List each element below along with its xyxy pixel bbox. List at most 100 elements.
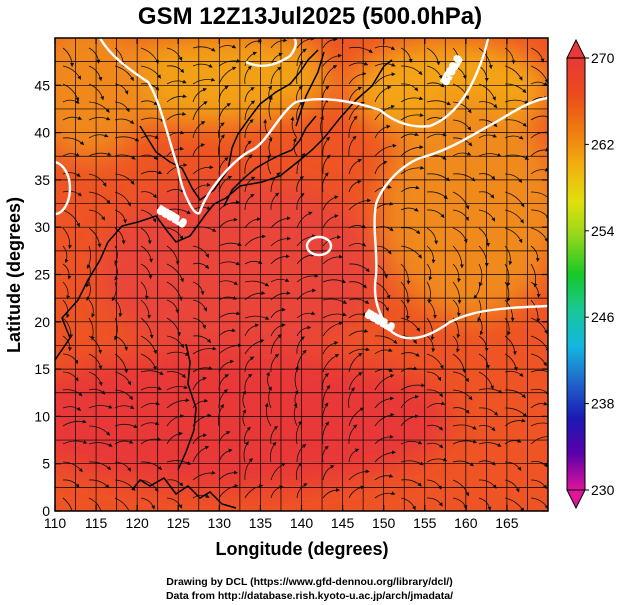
streamline — [426, 424, 444, 431]
streamline — [140, 353, 157, 371]
streamline — [192, 63, 213, 68]
streamline — [166, 299, 180, 314]
streamline — [296, 176, 304, 193]
streamline — [426, 479, 442, 490]
streamline — [244, 426, 251, 445]
streamline — [114, 245, 119, 265]
streamline — [348, 387, 355, 409]
streamline — [268, 386, 272, 409]
streamline — [426, 353, 444, 370]
streamline — [270, 353, 280, 373]
streamline — [322, 254, 343, 265]
streamline — [270, 334, 282, 355]
streamline — [374, 412, 395, 427]
streamline — [322, 85, 330, 103]
contour-5850 — [98, 38, 490, 215]
streamline — [140, 191, 157, 199]
streamline — [166, 371, 186, 378]
streamline — [192, 317, 207, 330]
y-tick-label: 40 — [34, 125, 50, 141]
streamline — [400, 47, 413, 64]
streamline — [62, 299, 70, 319]
streamline — [296, 153, 306, 175]
streamline — [530, 227, 548, 243]
streamline — [140, 135, 159, 139]
streamline — [400, 132, 419, 139]
streamline — [88, 83, 105, 101]
streamline — [452, 281, 462, 305]
streamline — [62, 317, 74, 339]
streamline — [242, 409, 247, 427]
streamline — [62, 227, 72, 249]
streamline — [374, 281, 391, 300]
colorbar-tick-label: 262 — [591, 136, 615, 152]
colorbar-ticks: 230 238 246 254 262 270 — [585, 50, 615, 498]
streamline — [62, 263, 72, 280]
streamline — [426, 371, 442, 382]
streamline — [242, 390, 246, 409]
streamline — [270, 192, 280, 211]
streamline — [218, 328, 236, 337]
streamline — [348, 407, 365, 427]
streamline — [400, 383, 426, 391]
streamline — [62, 406, 82, 411]
streamline — [348, 298, 370, 305]
streamline — [114, 317, 118, 341]
streamline — [192, 262, 210, 269]
streamline — [62, 83, 80, 102]
x-tick-label: 115 — [85, 515, 108, 531]
streamline — [478, 227, 491, 247]
x-tick-label: 165 — [495, 515, 519, 531]
streamline — [270, 38, 288, 49]
streamline — [426, 100, 451, 106]
y-tick-label: 25 — [34, 267, 50, 283]
streamline — [452, 263, 462, 283]
streamline — [192, 398, 209, 409]
streamline — [62, 209, 81, 228]
streamline — [218, 242, 242, 247]
streamline — [62, 389, 83, 397]
streamline — [218, 44, 237, 49]
streamline — [478, 317, 484, 336]
streamline — [322, 445, 329, 463]
streamline — [504, 438, 522, 445]
streamline — [244, 234, 266, 247]
streamline — [374, 184, 392, 193]
streamline — [374, 396, 395, 409]
streamline — [88, 335, 103, 355]
streamline — [348, 102, 365, 121]
streamline — [322, 38, 338, 49]
streamline — [218, 280, 238, 286]
streamline — [504, 317, 512, 336]
colorbar-tick-label: 270 — [591, 50, 615, 66]
streamline — [530, 191, 548, 201]
streamline — [348, 263, 370, 273]
streamline — [268, 137, 273, 157]
y-tick-label: 20 — [34, 314, 50, 330]
streamline — [452, 460, 474, 467]
streamline — [88, 497, 104, 511]
streamline — [374, 62, 396, 67]
streamline — [270, 172, 281, 193]
contour-5850-east — [373, 96, 548, 340]
streamline — [88, 116, 111, 121]
streamline — [244, 291, 266, 301]
streamline — [478, 191, 495, 199]
streamline — [192, 470, 216, 481]
streamline — [348, 135, 357, 157]
streamline — [530, 401, 548, 409]
streamline — [62, 371, 79, 382]
streamline — [270, 66, 282, 85]
streamline — [140, 370, 164, 375]
streamline — [348, 448, 360, 463]
streamline — [374, 374, 395, 391]
streamline — [192, 87, 208, 103]
streamline — [374, 45, 396, 50]
streamline — [478, 442, 502, 447]
streamline — [114, 263, 119, 281]
streamline — [140, 65, 161, 79]
streamline — [348, 179, 362, 193]
streamline — [270, 307, 286, 319]
streamline — [244, 315, 270, 320]
